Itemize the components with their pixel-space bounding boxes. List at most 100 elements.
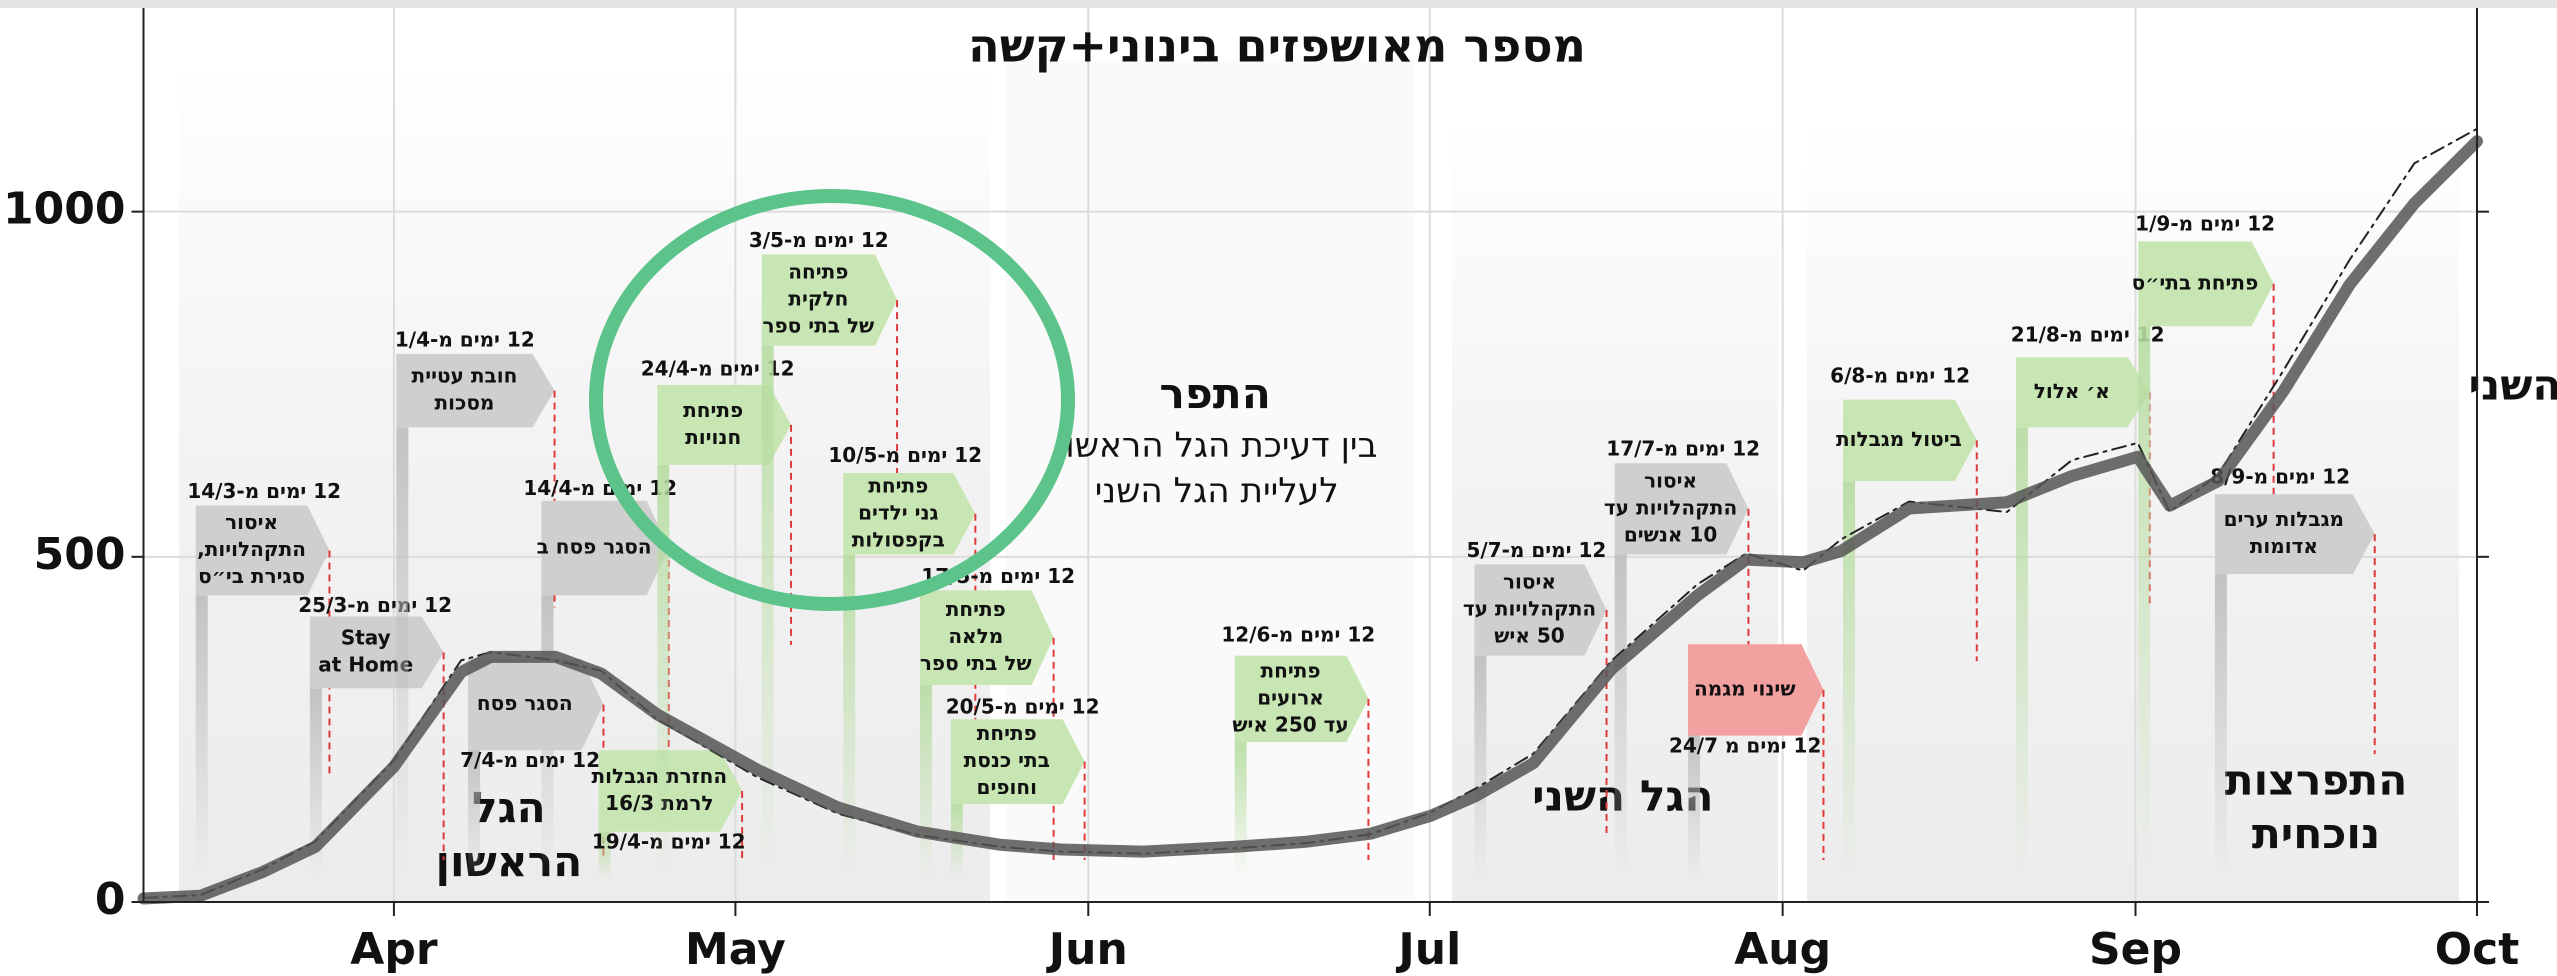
flag-header: 12 ימים מ-6/8 (1830, 363, 1970, 387)
phase-label: הראשון (435, 837, 582, 886)
y-tick-label: 0 (95, 874, 126, 925)
flag-pole (919, 685, 932, 880)
flag-header: 12 ימים מ-5/7 (1466, 538, 1606, 562)
flag-pole (657, 464, 670, 880)
flag-text: פתיחת בתי״ס (2132, 270, 2259, 294)
flag-header: 12 ימים מ-3/5 (749, 228, 889, 252)
flag-text: בקפסולות (852, 527, 945, 551)
flag-pole (396, 427, 409, 880)
phase-label: השני (2469, 361, 2557, 410)
x-tick-label: Apr (350, 924, 438, 975)
flag-pole (1843, 481, 1856, 880)
flag-text: פתיחת (977, 721, 1037, 745)
data-line (137, 135, 2483, 905)
flag-text: סגירת בי״ס (198, 564, 305, 588)
flag-header: 12 ימים מ-10/5 (828, 443, 982, 467)
flag (195, 505, 330, 596)
flag (1474, 564, 1607, 656)
flag (2214, 494, 2375, 575)
flag (468, 658, 604, 751)
flag-header: 12 ימים מ-14/3 (187, 479, 341, 503)
flag-pole (468, 750, 481, 880)
flag-text: מסכות (434, 391, 494, 415)
flag-pole (195, 595, 208, 880)
x-tick-label: Sep (2089, 924, 2182, 975)
flag (1614, 463, 1749, 555)
flag-text: חנויות (685, 425, 741, 449)
flag-text: של בתי ספר (762, 314, 874, 338)
phase-label: התפר (1159, 369, 1270, 418)
flag-pole (761, 345, 774, 881)
flag (396, 353, 555, 428)
flag-header: 12 ימים מ-1/9 (2135, 212, 2275, 236)
flag-text: פתיחת (868, 473, 928, 497)
flag-text: בתי כנסת (964, 748, 1050, 772)
flag (919, 590, 1054, 686)
flag-pole (2015, 427, 2028, 880)
flag-header: 12 ימים מ-17/7 (1606, 437, 1760, 461)
flag-pole (1614, 554, 1627, 880)
phase-label: התפרצות (2225, 755, 2408, 804)
flag-pole (1234, 742, 1247, 880)
flag-text: 10 אנשים (1624, 522, 1717, 546)
flag (843, 472, 976, 555)
flag-text: אדומות (2250, 534, 2318, 558)
flag-pole (2138, 326, 2151, 880)
flag-pole (309, 688, 322, 880)
flag-text: 50 איש (1494, 623, 1564, 647)
flag (2015, 357, 2150, 428)
chart-title: מספר מאושפזים בינוני+קשה (968, 19, 1586, 73)
y-tick-label: 1000 (3, 184, 125, 235)
flag-text: עד 250 איש (1232, 712, 1348, 736)
flag (761, 254, 898, 346)
flag-text: וחופים (977, 775, 1037, 799)
flag-header: 12 ימים מ-25/3 (298, 593, 452, 617)
x-tick-label: Jul (1395, 924, 1461, 975)
flag-header: 12 ימים מ-7/4 (460, 748, 600, 772)
flag (309, 616, 444, 689)
flag-text: התקהלויות עד (1604, 495, 1737, 519)
flag-text: ארועים (1257, 685, 1324, 709)
flag-pole (1474, 655, 1487, 880)
highlight-ellipse (589, 189, 1075, 611)
flag (598, 750, 743, 832)
flag (657, 384, 792, 465)
flag-text: של בתי ספר (920, 651, 1032, 675)
flag-header: 12 ימים מ-12/6 (1221, 623, 1375, 647)
flag-text: הסגר פסח (477, 691, 573, 715)
flag (1234, 655, 1369, 743)
flag-text: גני ילדים (858, 500, 938, 524)
flag-text: פתיחת (683, 398, 743, 422)
phase-label: בין דעיכת הגל הראשון (1056, 425, 1377, 465)
x-tick-label: Jun (1046, 924, 1128, 975)
flag-header: 12 ימים מ-20/5 (946, 694, 1100, 718)
flag-text: פתיחה (788, 260, 848, 284)
flag-header: 12 ימים מ 24/7 (1669, 733, 1821, 757)
flag-text: פתיחת (1260, 658, 1320, 682)
flag-pole (1688, 735, 1701, 880)
flag-text: איסור (225, 510, 278, 534)
flag-text: מגבלות ערים (2224, 507, 2344, 531)
flag-pole (598, 831, 611, 880)
flag (1843, 399, 1977, 482)
x-tick-label: Aug (1734, 924, 1831, 975)
flag-text: Stay (341, 625, 391, 649)
x-tick-label: Oct (2435, 924, 2520, 975)
phase-label: לעליית הגל השני (1095, 471, 1339, 511)
y-tick-label: 500 (34, 529, 126, 580)
flag (1688, 644, 1824, 736)
flag (2138, 241, 2274, 327)
flag-text: ביטול מגבלות (1836, 427, 1962, 451)
flag-text: התקהלויות עד (1463, 596, 1596, 620)
flag (950, 719, 1085, 805)
x-tick-label: May (685, 924, 786, 975)
flag-text: איסור (1644, 468, 1697, 492)
flag-text: איסור (1503, 569, 1556, 593)
top-strip (0, 0, 2557, 8)
flag-text: שינוי מגמה (1694, 676, 1795, 700)
flag-header: 12 ימים מ-14/4 (523, 476, 677, 500)
flag-text: חלקית (788, 287, 848, 311)
flag-pole (843, 554, 856, 880)
flag-text: התקהלויות, (197, 537, 306, 561)
